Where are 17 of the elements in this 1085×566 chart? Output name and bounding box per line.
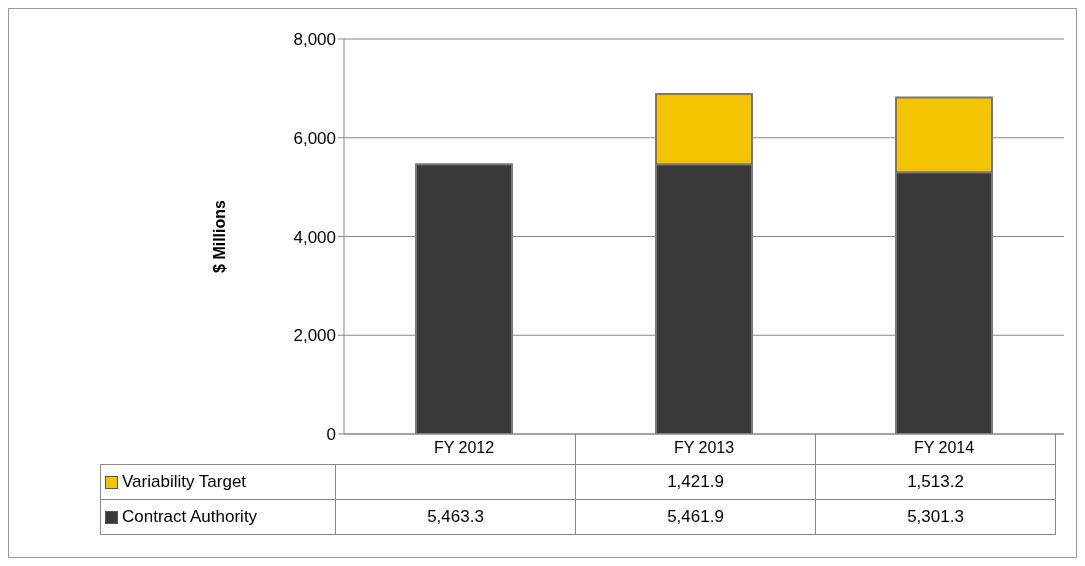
x-tick-label: FY 2014 <box>913 439 975 457</box>
legend-label: Variability Target <box>122 472 247 492</box>
y-axis-title: $ Millions <box>210 199 228 273</box>
legend-label: Contract Authority <box>122 507 258 527</box>
data-label: 5,301.3 <box>816 500 1056 534</box>
data-label: 5,461.9 <box>576 500 816 534</box>
x-tick-label: FY 2012 <box>433 439 495 457</box>
y-tick-label: 6,000 <box>293 128 336 148</box>
x-tick-label: FY 2013 <box>673 439 735 457</box>
data-label: 1,421.9 <box>576 465 816 499</box>
data-label: 5,463.3 <box>336 500 576 534</box>
y-tick-label: 8,000 <box>293 30 336 50</box>
data-label: 1,513.2 <box>816 465 1056 499</box>
bar <box>415 163 513 434</box>
y-tick-label: 4,000 <box>293 227 336 247</box>
y-tick-label: 2,000 <box>293 326 336 346</box>
y-tick-label: 0 <box>326 425 336 445</box>
